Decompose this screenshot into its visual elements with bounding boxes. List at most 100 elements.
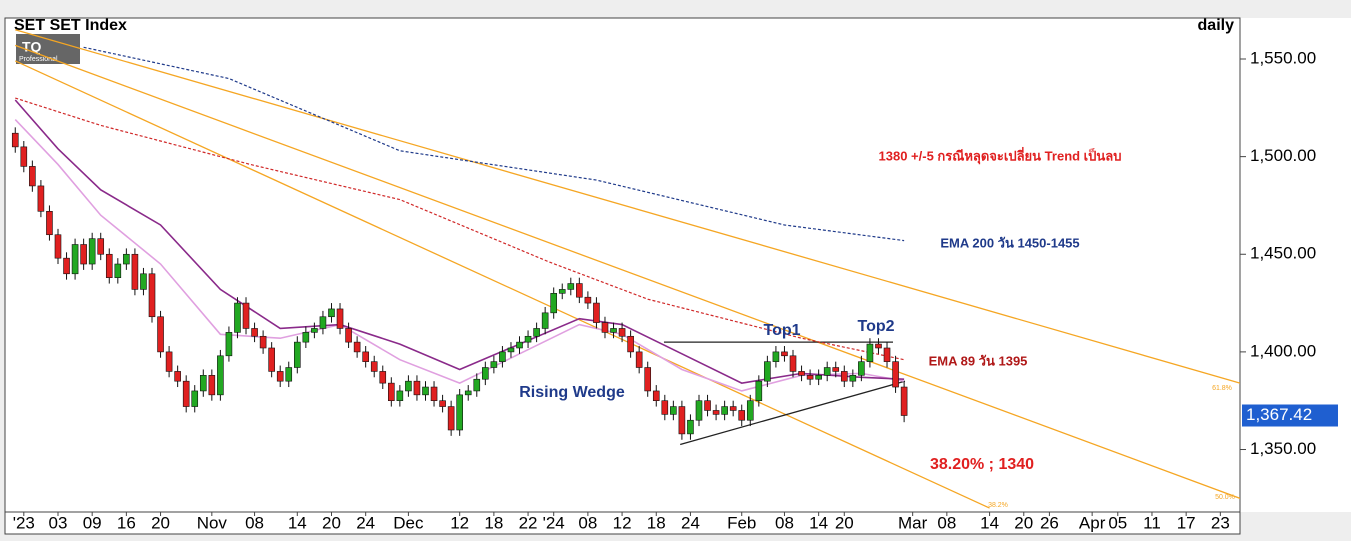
annotation: 1380 +/-5 กรณีหลุดจะเปลี่ยน Trend เป็นลบ	[879, 146, 1122, 164]
candle-body	[772, 351, 780, 362]
candle-body	[490, 361, 498, 368]
candle-body	[140, 273, 147, 290]
candle-body	[849, 375, 857, 382]
candle-body	[533, 328, 540, 337]
candle-body	[302, 332, 310, 343]
candle-body	[234, 302, 241, 333]
x-tick-label: 26	[1040, 513, 1059, 532]
x-tick-label: 14	[980, 513, 999, 532]
annotation: Rising Wedge	[519, 384, 625, 401]
annotation: EMA 89 วัน 1395	[929, 353, 1028, 368]
annotation: Top2	[857, 318, 894, 335]
candle-body	[388, 382, 395, 402]
x-tick-label: 24	[681, 513, 700, 532]
indicator-line	[15, 97, 905, 361]
candle-body	[396, 390, 404, 402]
candle-body	[781, 351, 788, 357]
candle-body	[242, 302, 250, 329]
indicator-line	[83, 46, 905, 242]
candle-body	[541, 312, 549, 329]
candle-body	[405, 380, 412, 392]
candle-body	[328, 308, 335, 318]
annotation: EMA 200 วัน 1450-1455	[940, 235, 1079, 250]
candle-body	[473, 378, 481, 392]
candle-body	[293, 341, 301, 368]
candle-body	[670, 406, 677, 415]
candle-body	[379, 371, 387, 384]
logo-text: TQ	[22, 39, 42, 55]
y-tick-label: 1,350.00	[1250, 439, 1316, 458]
x-tick-label: Apr	[1079, 513, 1106, 532]
candle-body	[319, 316, 327, 329]
x-tick-label: Dec	[393, 513, 424, 532]
candle-body	[311, 328, 318, 333]
trend-line	[15, 29, 1240, 384]
candle-body	[456, 394, 463, 431]
x-tick-label: 20	[322, 513, 341, 532]
candle-body	[336, 308, 344, 329]
candle-body	[11, 132, 19, 148]
candle-body	[524, 335, 532, 343]
candle-body	[764, 361, 771, 382]
x-tick-label: 05	[1108, 513, 1127, 532]
candle-body	[422, 386, 429, 396]
candle-body	[225, 332, 233, 357]
candle-body	[430, 386, 438, 402]
candle-body	[550, 293, 557, 314]
candle-body	[798, 371, 805, 376]
x-tick-label: 16	[117, 513, 136, 532]
x-tick-label: 17	[1177, 513, 1196, 532]
candle-body	[618, 328, 626, 337]
candle-body	[199, 375, 207, 392]
candle-body	[114, 263, 122, 278]
candle-body	[900, 386, 908, 416]
x-tick-label: '23	[13, 513, 35, 532]
candle-body	[499, 351, 506, 362]
candle-body	[165, 351, 173, 372]
candle-body	[678, 406, 686, 435]
annotation: Top1	[763, 322, 800, 339]
candle-body	[63, 257, 70, 275]
fib-label: 61.8%	[1212, 385, 1232, 392]
candle-body	[191, 390, 199, 407]
candle-body	[892, 361, 899, 388]
candle-body	[174, 371, 181, 382]
candle-body	[883, 347, 891, 362]
candle-body	[157, 316, 164, 353]
chart-title: SET SET Index	[14, 17, 127, 34]
candle-body	[285, 367, 293, 382]
candle-body	[20, 146, 28, 167]
candle-body	[584, 296, 592, 304]
x-tick-label: '24	[543, 513, 565, 532]
trend-line	[15, 44, 1240, 499]
x-tick-label: 23	[1211, 513, 1230, 532]
y-tick-label: 1,450.00	[1250, 244, 1316, 263]
candle-body	[439, 400, 446, 407]
x-tick-label: 14	[809, 513, 828, 532]
x-tick-label: 12	[613, 513, 632, 532]
trend-line	[14, 60, 990, 509]
candle-body	[259, 335, 267, 349]
indicator-line	[14, 99, 905, 384]
candle-body	[644, 367, 652, 392]
candle-body	[131, 253, 139, 290]
x-tick-label: 03	[49, 513, 68, 532]
x-tick-label: 20	[151, 513, 170, 532]
candle-body	[482, 367, 489, 380]
x-tick-label: 18	[647, 513, 666, 532]
y-tick-label: 1,550.00	[1250, 48, 1316, 67]
candle-body	[738, 410, 746, 421]
candle-body	[345, 328, 352, 343]
annotation: 38.20% ; 1340	[930, 456, 1034, 473]
candle-body	[268, 347, 275, 372]
candle-body	[832, 367, 840, 372]
x-tick-label: Nov	[197, 513, 228, 532]
candle-body	[516, 341, 523, 349]
y-tick-label: 1,400.00	[1250, 341, 1316, 360]
candle-body	[687, 419, 694, 435]
candle-body	[755, 380, 763, 402]
candle-body	[54, 234, 62, 259]
candle-body	[413, 380, 421, 396]
x-tick-label: 08	[937, 513, 956, 532]
